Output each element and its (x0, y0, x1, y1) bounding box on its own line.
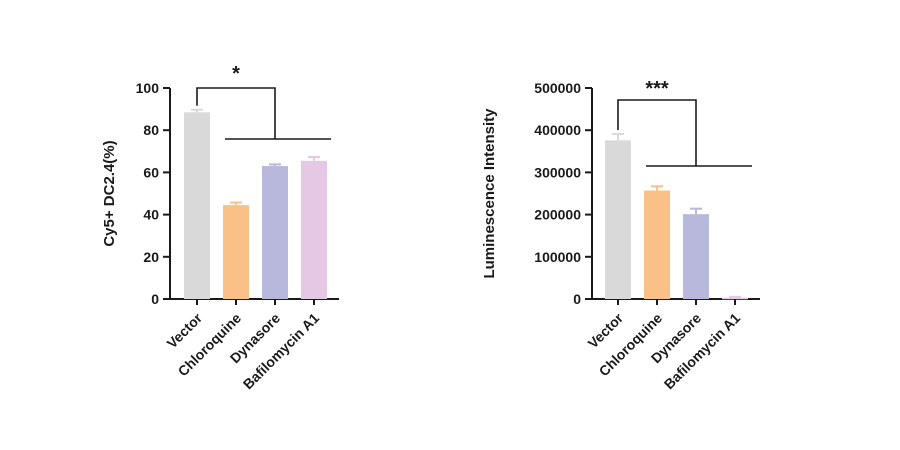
bar-chloroquine (644, 190, 670, 299)
y-tick-label: 40 (143, 207, 159, 223)
y-tick-label: 200000 (534, 207, 581, 223)
significance-marker: *** (645, 78, 669, 100)
y-tick-label: 100 (136, 80, 160, 96)
y-tick-label: 80 (143, 122, 159, 138)
y-tick-label: 500000 (534, 80, 581, 96)
bar-vector (184, 112, 210, 299)
bar-chloroquine (223, 205, 249, 299)
y-tick-label: 300000 (534, 164, 581, 180)
y-tick-label: 100000 (534, 249, 581, 265)
y-tick-label: 20 (143, 249, 159, 265)
y-tick-label: 0 (151, 291, 159, 307)
bar-bafilomycin-a1 (722, 297, 748, 300)
y-tick-label: 60 (143, 164, 159, 180)
bar-vector (605, 140, 631, 299)
y-tick-label: 0 (573, 291, 581, 307)
significance-bracket (196, 87, 276, 139)
significance-bracket (617, 99, 697, 166)
significance-marker: * (232, 63, 240, 85)
y-axis-title: Cy5+ DC2.4(%) (101, 140, 118, 246)
bar-dynasore (262, 166, 288, 299)
chart-luminescence: 0 100000 200000 300000 400000 500000 Luminesce… (481, 78, 760, 392)
y-axis-title: Luminescence Intensity (481, 108, 498, 279)
bar-dynasore (683, 214, 709, 299)
y-tick-label: 400000 (534, 122, 581, 138)
bar-bafilomycin-a1 (301, 160, 327, 299)
